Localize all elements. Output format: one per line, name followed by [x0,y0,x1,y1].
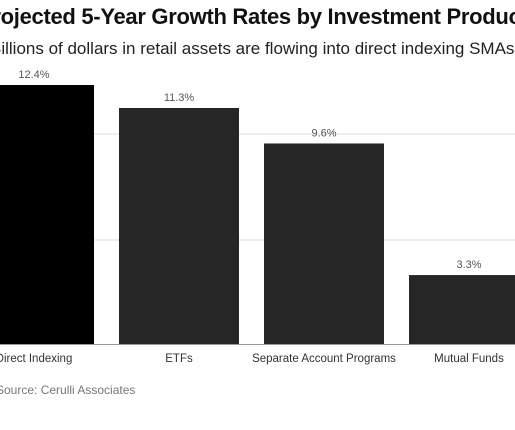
bar-0 [0,85,94,344]
category-labels: Direct Indexing ETFs Separate Account Prog… [0,353,504,365]
chart-source: Source: Cerulli Associates [0,383,136,397]
bars [0,85,515,345]
chart-title: Projected 5-Year Growth Rates by Investm… [0,4,515,29]
chart-subtitle: Billions of dollars in retail assets are… [0,39,515,58]
bar-3 [409,275,515,344]
value-label-3: 3.3% [456,259,481,271]
category-label-0: Direct Indexing [0,353,72,365]
category-label-1: ETFs [165,353,193,365]
bar-1 [119,107,239,345]
value-label-2: 9.6% [311,127,336,139]
bar-chart: 12.4% 11.3% 9.6% 3.3% Direct Indexing ETFs Se… [0,69,515,365]
value-labels: 12.4% 11.3% 9.6% 3.3% [18,69,481,271]
value-label-1: 11.3% [164,92,195,104]
category-label-3: Mutual Funds [434,353,504,365]
category-label-2: Separate Account Programs [252,353,396,365]
value-label-0: 12.4% [18,69,49,81]
bar-2 [264,143,384,344]
